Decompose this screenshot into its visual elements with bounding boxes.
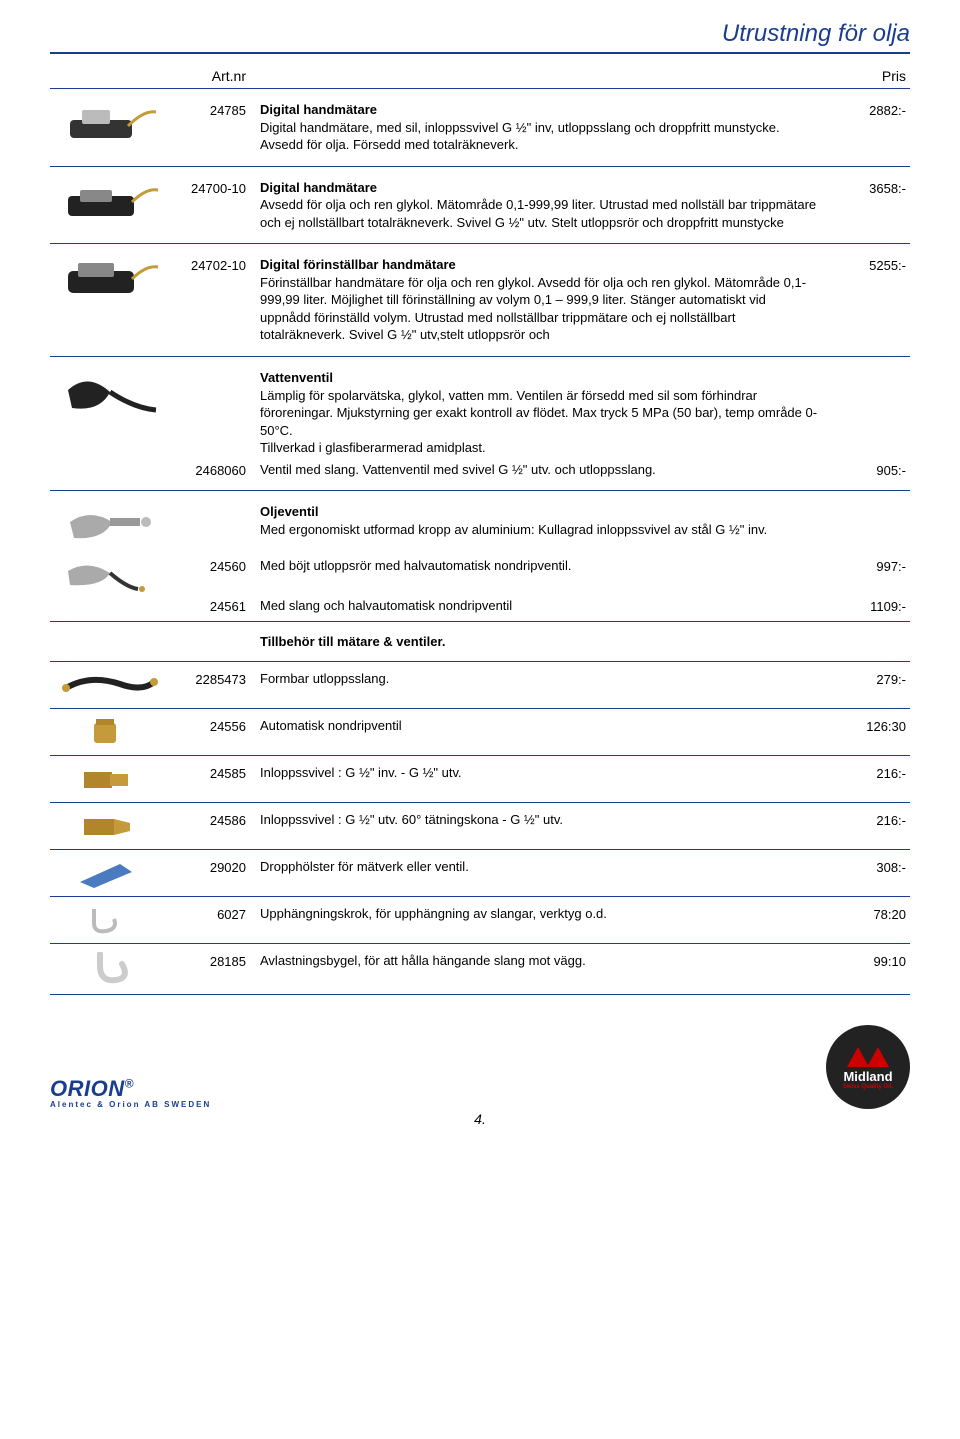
art-nr: 24702-10 [170, 256, 260, 273]
product-row: 29020 Dropphölster för mätverk eller ven… [50, 854, 910, 892]
product-desc: Inloppssvivel : G ½" utv. 60° tätningsko… [260, 811, 830, 829]
price: 1109:- [830, 597, 910, 614]
product-row: 2285473 Formbar utloppsslang. 279:- [50, 666, 910, 704]
art-nr: 24560 [170, 557, 260, 574]
product-row: 24561 Med slang och halvautomatisk nondr… [50, 595, 910, 617]
product-desc: Oljeventil Med ergonomiskt utformad krop… [260, 503, 830, 538]
product-image [60, 858, 160, 888]
divider [50, 994, 910, 995]
price: 216:- [830, 811, 910, 828]
product-image [60, 557, 160, 593]
product-image [60, 504, 160, 552]
header-artnr: Art.nr [170, 68, 260, 84]
price: 905:- [830, 461, 910, 478]
product-row: 24702-10 Digital förinställbar handmätar… [50, 248, 910, 352]
art-nr: 24586 [170, 811, 260, 828]
price: 3658:- [830, 179, 910, 196]
divider [50, 88, 910, 89]
product-desc: Upphängningskrok, för upphängning av sla… [260, 905, 830, 923]
divider [50, 802, 910, 803]
product-image [60, 905, 160, 935]
divider [50, 490, 910, 491]
page-number: 4. [0, 1111, 960, 1127]
product-row: 24560 Med böjt utloppsrör med halvautoma… [50, 555, 910, 595]
art-nr: 24556 [170, 717, 260, 734]
logo-orion: ORION® Alentec & Orion AB SWEDEN [50, 1076, 211, 1109]
price: 126:30 [830, 717, 910, 734]
product-desc: Vattenventil Lämplig för spolarvätska, g… [260, 369, 830, 457]
art-nr: 24785 [170, 101, 260, 118]
product-image [60, 257, 160, 305]
product-desc: Dropphölster för mätverk eller ventil. [260, 858, 830, 876]
art-nr: 24585 [170, 764, 260, 781]
product-row: 24556 Automatisk nondripventil 126:30 [50, 713, 910, 751]
price: 279:- [830, 670, 910, 687]
product-desc: Digital handmätare Avsedd för olja och r… [260, 179, 830, 232]
product-image [60, 180, 160, 228]
price: 2882:- [830, 101, 910, 118]
product-image [60, 764, 160, 794]
product-desc: Digital handmätare Digital handmätare, m… [260, 101, 830, 154]
title-rule [50, 52, 910, 54]
logo-midland: Midland Swiss Quality Oil. [826, 1025, 910, 1109]
product-row: 28185 Avlastningsbygel, för att hålla hä… [50, 948, 910, 990]
art-nr: 28185 [170, 952, 260, 969]
art-nr: 6027 [170, 905, 260, 922]
divider [50, 849, 910, 850]
product-row: 2468060 Ventil med slang. Vattenventil m… [50, 459, 910, 487]
product-row: Vattenventil Lämplig för spolarvätska, g… [50, 361, 910, 459]
product-row: Oljeventil Med ergonomiskt utformad krop… [50, 495, 910, 555]
divider [50, 621, 910, 622]
section-title-row: Tillbehör till mätare & ventiler. [50, 626, 910, 657]
price: 99:10 [830, 952, 910, 969]
divider [50, 356, 910, 357]
divider [50, 755, 910, 756]
product-image [60, 670, 160, 700]
divider [50, 943, 910, 944]
product-desc: Automatisk nondripventil [260, 717, 830, 735]
product-row: 24586 Inloppssvivel : G ½" utv. 60° tätn… [50, 807, 910, 845]
divider [50, 166, 910, 167]
table-header: Art.nr Pris [50, 68, 910, 84]
price: 78:20 [830, 905, 910, 922]
product-row: 24785 Digital handmätare Digital handmät… [50, 93, 910, 162]
divider [50, 896, 910, 897]
section-title: Tillbehör till mätare & ventiler. [260, 634, 445, 649]
product-row: 6027 Upphängningskrok, för upphängning a… [50, 901, 910, 939]
product-image [60, 370, 160, 418]
product-image [60, 717, 160, 747]
price: 216:- [830, 764, 910, 781]
divider [50, 708, 910, 709]
product-image [60, 952, 160, 986]
product-row: 24700-10 Digital handmätare Avsedd för o… [50, 171, 910, 240]
product-desc: Digital förinställbar handmätare Förinst… [260, 256, 830, 344]
footer: ORION® Alentec & Orion AB SWEDEN Midland… [50, 1025, 910, 1109]
product-desc: Med böjt utloppsrör med halvautomatisk n… [260, 557, 830, 575]
header-pris: Pris [830, 68, 910, 84]
art-nr: 24700-10 [170, 179, 260, 196]
art-nr: 2468060 [170, 461, 260, 478]
product-row: 24585 Inloppssvivel : G ½" inv. - G ½" u… [50, 760, 910, 798]
art-nr: 29020 [170, 858, 260, 875]
product-desc: Med slang och halvautomatisk nondripvent… [260, 597, 830, 615]
product-desc: Ventil med slang. Vattenventil med svive… [260, 461, 830, 479]
divider [50, 661, 910, 662]
divider [50, 243, 910, 244]
page-title: Utrustning för olja [50, 20, 910, 48]
product-image [60, 811, 160, 841]
product-image [60, 102, 160, 150]
price: 997:- [830, 557, 910, 574]
product-desc: Formbar utloppsslang. [260, 670, 830, 688]
art-nr: 24561 [170, 597, 260, 614]
product-desc: Avlastningsbygel, för att hålla hängande… [260, 952, 830, 970]
product-desc: Inloppssvivel : G ½" inv. - G ½" utv. [260, 764, 830, 782]
art-nr: 2285473 [170, 670, 260, 687]
price: 5255:- [830, 256, 910, 273]
price: 308:- [830, 858, 910, 875]
